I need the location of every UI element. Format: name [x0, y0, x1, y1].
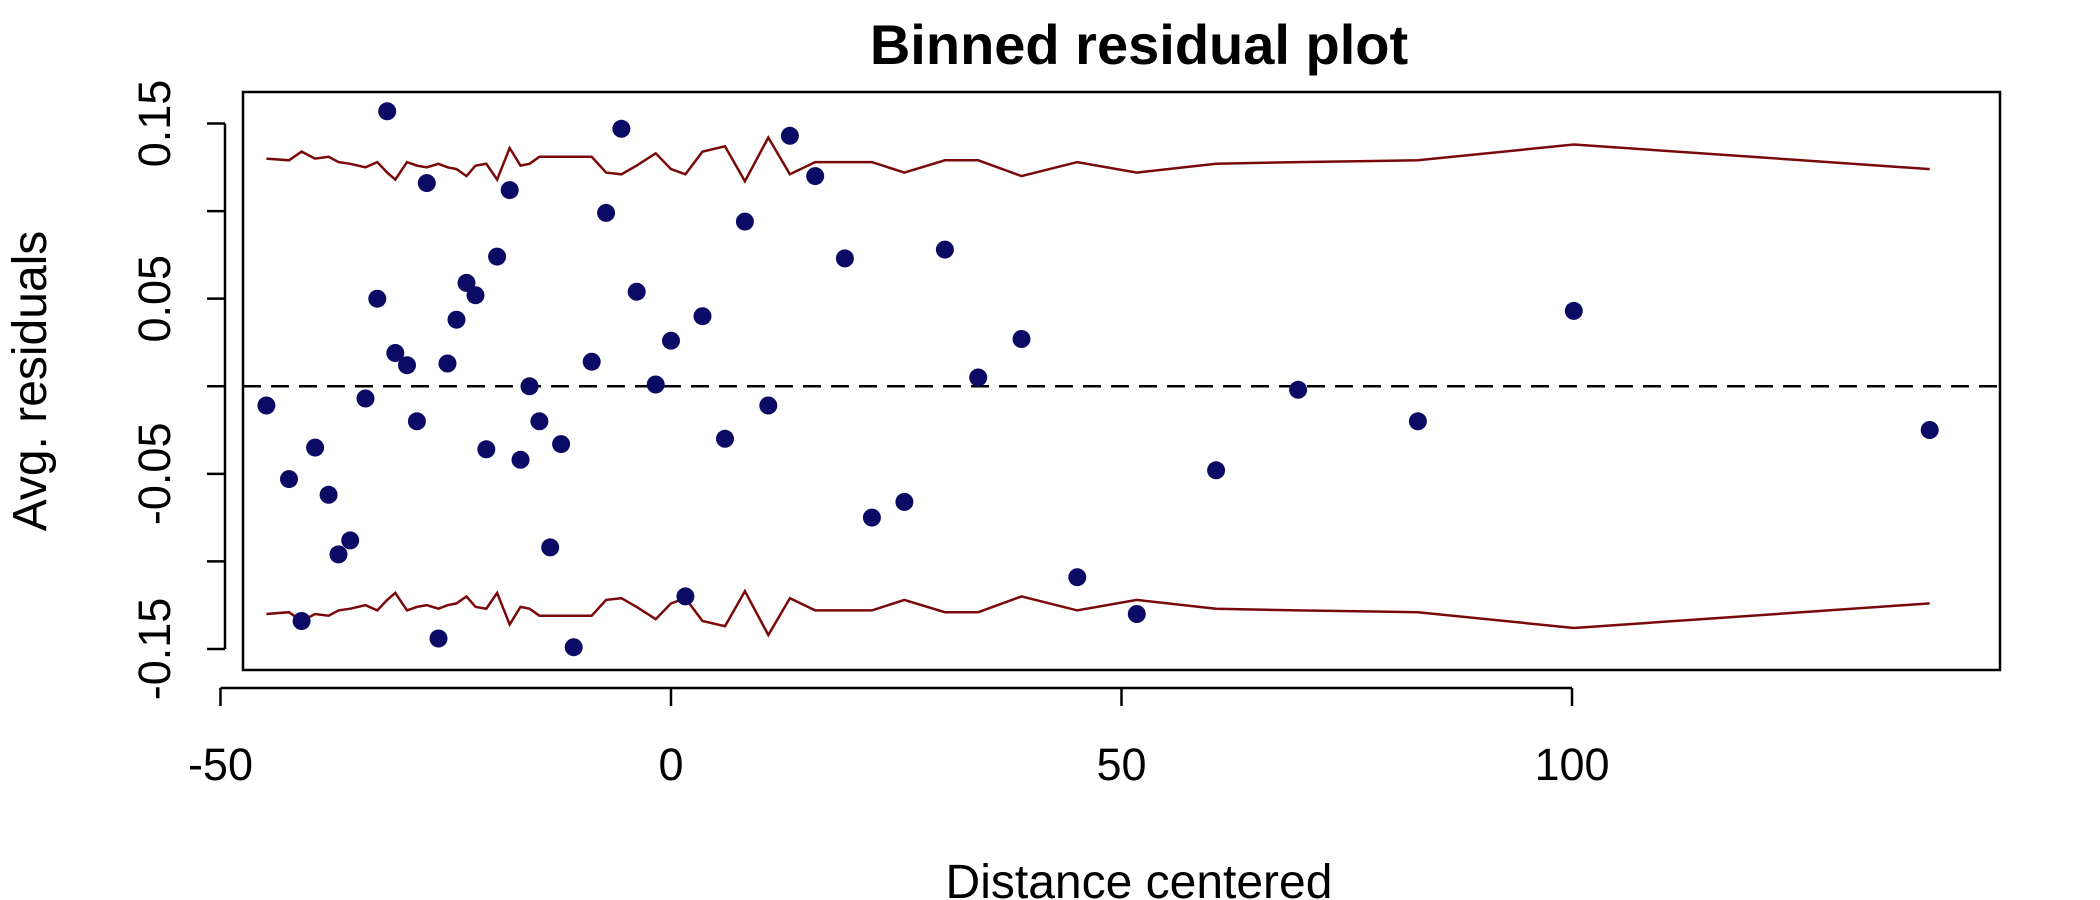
data-point: [735, 212, 754, 231]
points-layer: [257, 102, 1939, 657]
data-point: [780, 126, 799, 145]
data-point: [378, 102, 397, 121]
data-point: [368, 289, 387, 308]
data-point: [386, 344, 405, 362]
data-point: [835, 249, 854, 268]
data-point: [1012, 330, 1031, 348]
data-point: [564, 638, 583, 657]
data-point: [530, 412, 549, 431]
y-tick-label: -0.05: [129, 423, 180, 526]
y-tick-label: 0.05: [129, 255, 180, 343]
chart-title: Binned residual plot: [870, 13, 1408, 76]
x-axis-label: Distance centered: [946, 856, 1333, 900]
data-point: [862, 508, 881, 527]
data-point: [895, 492, 914, 511]
data-point: [1289, 380, 1308, 399]
data-point: [429, 629, 448, 648]
x-tick-label: 100: [1534, 739, 1609, 790]
lower-bound-line: [266, 588, 1930, 638]
data-point: [662, 331, 680, 350]
data-point: [500, 181, 519, 200]
x-axis: -50 0 50 100: [188, 686, 1610, 790]
data-point: [969, 368, 988, 387]
data-point: [306, 438, 325, 457]
data-point: [438, 354, 457, 373]
data-point: [806, 167, 825, 186]
data-point: [356, 389, 375, 408]
data-point: [511, 450, 530, 469]
data-point: [597, 203, 616, 222]
data-point: [1127, 605, 1146, 623]
data-point: [280, 470, 298, 489]
data-point: [457, 273, 476, 292]
data-point: [319, 485, 338, 504]
x-tick-label: 0: [658, 739, 683, 790]
data-point: [541, 538, 560, 557]
data-point: [1564, 301, 1583, 320]
data-point: [582, 352, 601, 371]
y-axis-label: Avg. residuals: [4, 231, 57, 532]
bounds-layer: [266, 134, 1930, 638]
data-point: [292, 612, 311, 630]
data-point: [466, 286, 485, 305]
data-point: [759, 396, 778, 415]
data-point: [693, 307, 712, 326]
data-point: [612, 119, 631, 138]
y-tick-label: -0.15: [129, 598, 180, 701]
data-point: [447, 310, 466, 329]
data-point: [257, 396, 276, 415]
y-axis: -0.15 -0.05 0.05 0.15: [129, 80, 227, 701]
y-tick-label: 0.15: [129, 80, 180, 168]
data-point: [1408, 412, 1427, 431]
data-point: [935, 240, 954, 259]
upper-bound-line: [266, 134, 1930, 184]
x-tick-label: 50: [1096, 739, 1146, 790]
data-point: [1068, 568, 1087, 587]
data-point: [341, 531, 360, 550]
data-point: [676, 587, 695, 606]
data-point: [407, 412, 426, 431]
data-point: [646, 375, 665, 394]
data-point: [417, 174, 436, 193]
data-point: [627, 282, 646, 301]
plot-frame: [241, 90, 2002, 672]
data-point: [520, 377, 539, 396]
data-point: [1207, 461, 1226, 480]
data-point: [398, 356, 416, 375]
data-point: [488, 247, 507, 266]
data-point: [477, 440, 496, 459]
data-point: [329, 545, 348, 564]
data-point: [552, 435, 571, 454]
data-point: [1920, 421, 1939, 439]
x-tick-label: -50: [188, 739, 253, 790]
data-point: [716, 429, 734, 448]
